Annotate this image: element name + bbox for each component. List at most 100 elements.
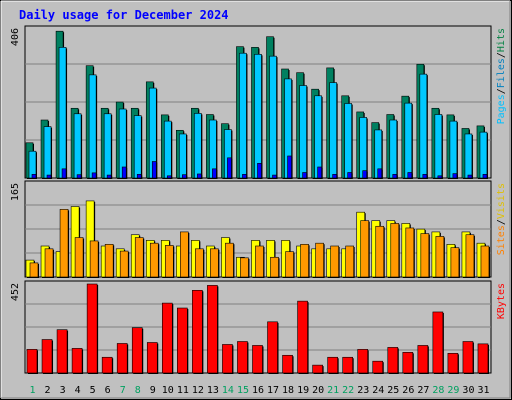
x-tick-label: 20 bbox=[312, 385, 324, 396]
bar-sites bbox=[195, 248, 204, 278]
panel-visits-sites: 165 Sites/Visits bbox=[10, 180, 507, 278]
bar-files bbox=[254, 54, 262, 179]
x-tick-label: 2 bbox=[45, 385, 51, 396]
bar-pages bbox=[332, 174, 337, 179]
panel-hits-files-pages: 406 Pages/Files/Hits bbox=[10, 25, 507, 180]
bar-files bbox=[344, 103, 352, 179]
bar-files bbox=[43, 126, 52, 179]
panel-visits-sites-legend: Sites/Visits bbox=[496, 183, 507, 255]
bar-kbytes bbox=[342, 356, 353, 374]
x-tick-label: 21 bbox=[327, 385, 339, 396]
bar-files bbox=[103, 113, 112, 179]
bar-sites bbox=[330, 245, 339, 278]
bar-pages bbox=[46, 174, 52, 179]
bar-pages bbox=[121, 166, 127, 179]
bar-pages bbox=[287, 155, 292, 179]
panel-kbytes: 452 KBytes bbox=[10, 280, 507, 374]
panel-kbytes-legend: KBytes bbox=[496, 283, 507, 319]
bar-pages bbox=[347, 172, 352, 179]
x-tick-label: 30 bbox=[462, 385, 474, 396]
bar-kbytes bbox=[26, 349, 38, 374]
bar-files bbox=[299, 85, 307, 179]
bar-files bbox=[464, 133, 473, 179]
bar-kbytes bbox=[131, 327, 143, 374]
bar-files bbox=[28, 150, 37, 179]
bar-sites bbox=[134, 237, 144, 278]
x-tick-label: 10 bbox=[162, 385, 174, 396]
bar-sites bbox=[59, 209, 69, 278]
bar-kbytes bbox=[161, 302, 173, 374]
bar-kbytes bbox=[252, 345, 263, 374]
x-tick-label: 6 bbox=[105, 385, 111, 396]
x-tick-label: 17 bbox=[267, 385, 279, 396]
bar-sites bbox=[119, 250, 129, 278]
legend-item: / bbox=[496, 219, 507, 225]
bar-files bbox=[163, 120, 172, 179]
bar-sites bbox=[149, 242, 159, 278]
legend-item: / bbox=[496, 88, 507, 94]
x-tick-label: 7 bbox=[120, 385, 126, 396]
bar-kbytes bbox=[327, 356, 338, 374]
bar-sites bbox=[450, 247, 460, 278]
bar-sites bbox=[29, 262, 39, 278]
x-tick-label: 27 bbox=[417, 385, 429, 396]
bar-kbytes bbox=[357, 349, 369, 374]
x-tick-label: 28 bbox=[432, 385, 444, 396]
bar-files bbox=[359, 117, 368, 179]
bar-pages bbox=[227, 157, 232, 179]
bar-sites bbox=[390, 223, 400, 278]
bar-pages bbox=[467, 174, 473, 179]
panel-hits-files-pages-ytick: 406 bbox=[10, 28, 21, 46]
bar-pages bbox=[182, 174, 187, 179]
bar-sites bbox=[180, 231, 189, 278]
x-tick-label: 12 bbox=[192, 385, 204, 396]
x-tick-label: 15 bbox=[237, 385, 249, 396]
bar-pages bbox=[76, 174, 82, 179]
bar-sites bbox=[480, 245, 490, 278]
bar-kbytes bbox=[86, 283, 98, 374]
bar-files bbox=[419, 73, 428, 179]
bar-kbytes bbox=[41, 339, 53, 374]
bar-files bbox=[58, 47, 67, 179]
x-tick-label: 29 bbox=[447, 385, 459, 396]
bar-files bbox=[329, 82, 337, 179]
panel-hits-files-pages-legend: Pages/Files/Hits bbox=[496, 28, 507, 124]
bar-sites bbox=[375, 225, 385, 278]
bar-kbytes bbox=[417, 345, 429, 374]
legend-item: / bbox=[496, 52, 507, 58]
x-tick-label: 22 bbox=[342, 385, 354, 396]
bar-files bbox=[179, 133, 187, 179]
bar-sites bbox=[240, 257, 249, 278]
bar-pages bbox=[106, 174, 112, 179]
bar-sites bbox=[104, 244, 114, 278]
legend-item: Hits bbox=[496, 28, 507, 52]
bar-sites bbox=[465, 234, 475, 278]
bar-sites bbox=[44, 248, 54, 278]
bar-sites bbox=[225, 242, 234, 278]
bar-files bbox=[88, 74, 97, 179]
x-tick-label: 18 bbox=[282, 385, 294, 396]
bar-sites bbox=[285, 251, 294, 278]
bar-pages bbox=[392, 174, 398, 179]
bar-kbytes bbox=[192, 290, 203, 374]
bar-sites bbox=[270, 256, 279, 278]
bar-pages bbox=[317, 166, 322, 179]
bar-kbytes bbox=[222, 344, 233, 374]
x-tick-label: 11 bbox=[177, 385, 189, 396]
bar-files bbox=[389, 119, 398, 179]
x-tick-label: 9 bbox=[150, 385, 156, 396]
bar-kbytes bbox=[312, 364, 323, 374]
bar-kbytes bbox=[387, 347, 399, 374]
bar-pages bbox=[482, 174, 488, 179]
bar-pages bbox=[257, 163, 262, 179]
x-tick-label: 24 bbox=[372, 385, 384, 396]
bar-pages bbox=[197, 173, 202, 179]
bar-pages bbox=[242, 174, 247, 179]
bar-files bbox=[269, 55, 277, 179]
bar-files bbox=[239, 52, 247, 179]
bar-sites bbox=[74, 237, 84, 278]
bar-kbytes bbox=[372, 360, 384, 374]
bar-kbytes bbox=[402, 352, 414, 374]
